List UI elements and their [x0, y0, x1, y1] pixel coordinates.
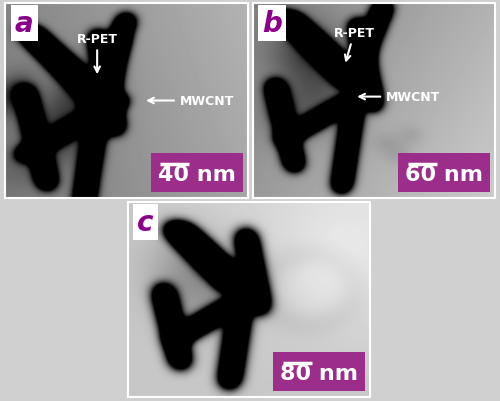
Text: c: c [137, 209, 154, 236]
Bar [150, 154, 242, 192]
Text: b: b [262, 10, 282, 38]
Text: 60 nm: 60 nm [405, 165, 483, 185]
Text: 80 nm: 80 nm [280, 363, 358, 383]
Text: MWCNT: MWCNT [360, 91, 440, 104]
Text: R-PET: R-PET [334, 27, 375, 61]
Text: MWCNT: MWCNT [148, 95, 234, 108]
Text: R-PET: R-PET [76, 32, 118, 73]
Text: 40 nm: 40 nm [158, 165, 236, 185]
Text: a: a [14, 10, 34, 38]
Bar [273, 352, 365, 391]
Bar [398, 154, 490, 192]
